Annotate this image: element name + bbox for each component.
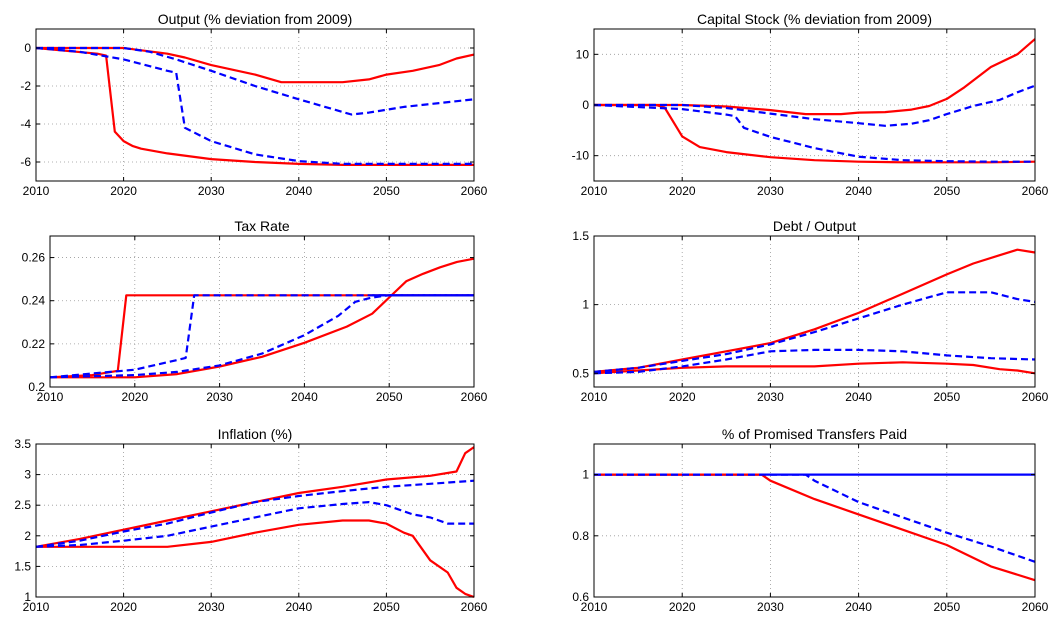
x-tick-label: 2060 — [1022, 390, 1049, 404]
axes-frame — [593, 443, 1036, 598]
x-tick-label: 2010 — [581, 184, 608, 198]
x-tick-label: 2030 — [757, 600, 784, 614]
x-tick-label: 2050 — [933, 184, 960, 198]
series-line-4 — [594, 84, 1036, 127]
x-tick-label: 2010 — [581, 390, 608, 404]
series-line-3 — [35, 501, 474, 548]
y-tick-label: 0.5 — [572, 366, 589, 380]
x-tick-label: 2020 — [669, 390, 696, 404]
x-tick-label: 2040 — [845, 390, 872, 404]
y-tick-label: 2.5 — [14, 498, 31, 512]
subplot-1: 2010 2020 2030 2040 2050 2060 -6 -4 -2 0 Output (%… — [20, 11, 487, 198]
x-tick-label: 2050 — [933, 600, 960, 614]
y-tick-label: 1.5 — [572, 229, 589, 243]
x-tick-label: 2040 — [285, 184, 312, 198]
series-line-1 — [593, 361, 1036, 375]
y-tick-label: 0.26 — [22, 251, 46, 265]
y-tick-label: 0.6 — [572, 590, 589, 604]
x-tick-label: 2030 — [757, 390, 784, 404]
series-line-3 — [35, 46, 474, 165]
series-line-4 — [35, 479, 475, 548]
x-tick-label: 2020 — [121, 390, 148, 404]
x-tick-label: 2030 — [198, 600, 225, 614]
series-line-2 — [35, 446, 475, 548]
series-line-4 — [593, 291, 1036, 373]
subplot-3: 2010 2020 2030 2040 2050 2060 0.2 0.22 0.24 0.26 T… — [22, 218, 488, 404]
x-tick-label: 2050 — [933, 390, 960, 404]
y-tick-label: 0 — [582, 98, 589, 112]
series-line-1 — [49, 294, 474, 379]
subplot-5: 2010 2020 2030 2040 2050 2060 1 1.5 2 2.5 3 3.5 Infl… — [14, 426, 487, 614]
x-tick-label: 2020 — [669, 600, 696, 614]
x-tick-label: 2030 — [206, 390, 233, 404]
chart-title: Output (% deviation from 2009) — [158, 11, 353, 27]
x-tick-label: 2040 — [845, 184, 872, 198]
axes-frame — [593, 235, 1036, 388]
x-tick-label: 2020 — [110, 184, 137, 198]
y-tick-label: -6 — [20, 155, 31, 169]
axes-frame — [35, 28, 475, 182]
x-tick-label: 2030 — [757, 184, 784, 198]
x-tick-label: 2040 — [285, 600, 312, 614]
chart-title: Debt / Output — [773, 218, 856, 234]
y-tick-label: -4 — [20, 117, 31, 131]
x-tick-label: 2010 — [23, 600, 50, 614]
subplot-2: 2010 2020 2030 2040 2050 2060 -10 0 10 Capital St… — [572, 11, 1049, 198]
y-tick-label: 3.5 — [14, 437, 31, 451]
x-tick-label: 2020 — [669, 184, 696, 198]
x-tick-label: 2020 — [110, 600, 137, 614]
y-tick-label: 0 — [24, 41, 31, 55]
x-tick-label: 2030 — [198, 184, 225, 198]
y-tick-label: 3 — [24, 468, 31, 482]
chart-title: % of Promised Transfers Paid — [722, 426, 907, 442]
series-line-3 — [594, 473, 1036, 563]
series-line-2 — [593, 248, 1036, 373]
y-tick-label: 1 — [582, 298, 589, 312]
y-tick-label: -2 — [20, 79, 31, 93]
y-tick-label: 10 — [576, 47, 590, 61]
series-line-1 — [35, 46, 474, 166]
x-tick-label: 2060 — [461, 390, 488, 404]
x-tick-label: 2060 — [461, 600, 488, 614]
series-line-2 — [594, 38, 1036, 116]
chart-title: Capital Stock (% deviation from 2009) — [697, 11, 932, 27]
x-tick-label: 2050 — [376, 390, 403, 404]
x-tick-label: 2050 — [373, 600, 400, 614]
series-line-3 — [593, 103, 1035, 163]
series-line-1 — [36, 519, 475, 599]
x-tick-label: 2050 — [373, 184, 400, 198]
series-line-4 — [36, 46, 475, 116]
series-line-2 — [36, 46, 475, 84]
axes-frame — [35, 443, 475, 598]
y-tick-label: 0.2 — [28, 380, 45, 394]
series-line-3 — [49, 294, 474, 379]
x-tick-label: 2060 — [1022, 184, 1049, 198]
y-tick-label: -10 — [572, 149, 590, 163]
series-line-3 — [593, 348, 1036, 375]
y-tick-label: 0.22 — [22, 337, 46, 351]
x-tick-label: 2060 — [1022, 600, 1049, 614]
x-tick-label: 2040 — [291, 390, 318, 404]
subplot-4: 2010 2020 2030 2040 2050 2060 0.5 1 1.5 Debt / Ou… — [572, 218, 1048, 404]
series-line-2 — [594, 473, 1036, 582]
y-tick-label: 0.24 — [22, 294, 46, 308]
chart-title: Tax Rate — [234, 218, 289, 234]
x-tick-label: 2010 — [581, 600, 608, 614]
y-tick-label: 0.8 — [572, 529, 589, 543]
series-line-2 — [50, 257, 475, 379]
y-tick-label: 2 — [24, 529, 31, 543]
y-tick-label: 1 — [24, 590, 31, 604]
y-tick-label: 1.5 — [14, 559, 31, 573]
subplot-6: 2010 2020 2030 2040 2050 2060 0.6 0.8 1 % of Prom… — [572, 426, 1048, 614]
axes-frame — [49, 235, 475, 388]
chart-title: Inflation (%) — [218, 426, 293, 442]
x-tick-label: 2040 — [845, 600, 872, 614]
x-tick-label: 2010 — [37, 390, 64, 404]
y-tick-label: 1 — [582, 468, 589, 482]
x-tick-label: 2010 — [23, 184, 50, 198]
series-line-4 — [49, 294, 474, 379]
x-tick-label: 2060 — [461, 184, 488, 198]
